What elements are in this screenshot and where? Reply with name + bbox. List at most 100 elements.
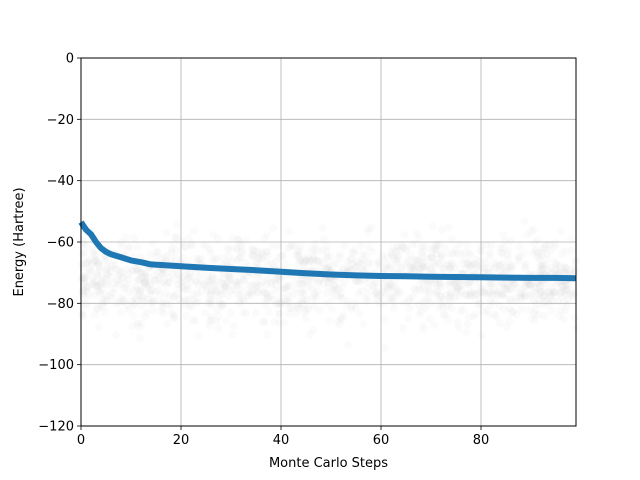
walker-sample-point	[307, 245, 316, 254]
walker-sample-point	[263, 230, 272, 239]
walker-sample-point	[134, 267, 143, 276]
walker-sample-point	[407, 251, 415, 260]
walker-sample-point	[106, 291, 115, 299]
walker-sample-point	[399, 324, 407, 333]
walker-sample-point	[431, 245, 439, 254]
walker-sample-point	[416, 264, 425, 273]
walker-sample-point	[418, 261, 427, 270]
walker-sample-point	[141, 281, 150, 290]
walker-sample-point	[529, 249, 538, 258]
y-tick-label: −40	[47, 174, 74, 189]
walker-sample-point	[487, 241, 496, 250]
walker-sample-point	[555, 268, 564, 277]
walker-sample-point	[350, 245, 359, 254]
walker-sample-point	[531, 306, 540, 315]
walker-sample-point	[526, 292, 535, 300]
walker-sample-point	[321, 264, 330, 273]
walker-sample-point	[352, 277, 361, 286]
walker-sample-point	[456, 281, 465, 290]
walker-sample-point	[472, 255, 481, 264]
walker-sample-point	[499, 231, 508, 240]
walker-sample-point	[543, 249, 552, 258]
walker-sample-point	[276, 276, 285, 285]
walker-sample-point	[154, 286, 163, 295]
walker-sample-point	[364, 277, 373, 285]
walker-sample-point	[113, 271, 122, 280]
walker-sample-point	[274, 242, 283, 251]
walker-sample-point	[465, 290, 474, 299]
walker-sample-point	[229, 286, 237, 295]
walker-sample-point	[228, 257, 236, 265]
walker-sample-point	[464, 258, 473, 267]
walker-sample-point	[158, 270, 167, 279]
walker-sample-point	[342, 257, 351, 265]
walker-sample-point	[405, 304, 414, 313]
walker-sample-point	[150, 298, 158, 307]
walker-sample-point	[218, 300, 227, 309]
walker-sample-point	[546, 294, 555, 302]
walker-sample-point	[351, 263, 360, 272]
walker-sample-point	[239, 276, 248, 285]
walker-sample-point	[540, 284, 549, 293]
walker-sample-point	[505, 285, 514, 294]
walker-sample-point	[200, 281, 209, 289]
walker-sample-point	[551, 268, 560, 277]
walker-sample-point	[297, 295, 306, 304]
walker-sample-point	[532, 300, 541, 309]
walker-sample-point	[521, 283, 530, 292]
walker-sample-point	[495, 266, 504, 275]
walker-sample-point	[161, 289, 170, 298]
walker-sample-point	[386, 280, 394, 289]
walker-sample-point	[501, 237, 510, 246]
walker-sample-point	[157, 255, 166, 263]
walker-sample-point	[379, 283, 388, 292]
walker-sample-point	[557, 288, 565, 297]
walker-sample-point	[269, 224, 278, 233]
walker-sample-point	[158, 303, 167, 312]
walker-sample-point	[443, 302, 452, 311]
walker-sample-point	[206, 290, 215, 299]
walker-sample-point	[459, 281, 468, 290]
walker-sample-point	[182, 311, 191, 320]
walker-sample-point	[303, 278, 311, 287]
walker-sample-point	[453, 283, 462, 292]
walker-sample-point	[397, 243, 406, 252]
walker-sample-point	[534, 279, 543, 288]
walker-sample-point	[537, 248, 546, 257]
walker-sample-point	[517, 305, 526, 314]
walker-sample-point	[135, 323, 143, 331]
walker-sample-point	[328, 293, 336, 302]
walker-sample-point	[160, 278, 169, 287]
walker-sample-point	[515, 252, 524, 261]
walker-sample-point	[310, 245, 319, 254]
walker-sample-point	[79, 311, 88, 320]
walker-sample-point	[448, 260, 457, 269]
walker-sample-point	[363, 290, 372, 299]
walker-sample-point	[128, 267, 137, 276]
walker-sample-point	[453, 287, 462, 296]
walker-sample-point	[534, 285, 543, 294]
walker-sample-point	[198, 268, 206, 277]
walker-sample-point	[559, 314, 568, 323]
walker-sample-point	[207, 315, 216, 324]
walker-sample-point	[530, 316, 539, 325]
walker-sample-point	[263, 251, 272, 260]
walker-sample-point	[478, 331, 487, 340]
walker-sample-point	[482, 241, 491, 250]
walker-sample-point	[495, 260, 504, 269]
walker-sample-point	[309, 251, 318, 260]
walker-sample-point	[433, 258, 442, 267]
walker-sample-point	[439, 310, 448, 319]
walker-sample-point	[505, 261, 514, 270]
walker-sample-point	[234, 236, 243, 245]
walker-sample-point	[237, 242, 245, 251]
walker-sample-point	[414, 234, 423, 242]
walker-sample-point	[560, 306, 569, 315]
walker-sample-point	[419, 298, 427, 307]
walker-sample-point	[100, 308, 109, 317]
walker-sample-point	[166, 300, 175, 309]
walker-sample-point	[98, 295, 107, 304]
walker-sample-point	[465, 278, 474, 287]
walker-sample-point	[318, 259, 327, 268]
walker-sample-point	[526, 280, 535, 289]
